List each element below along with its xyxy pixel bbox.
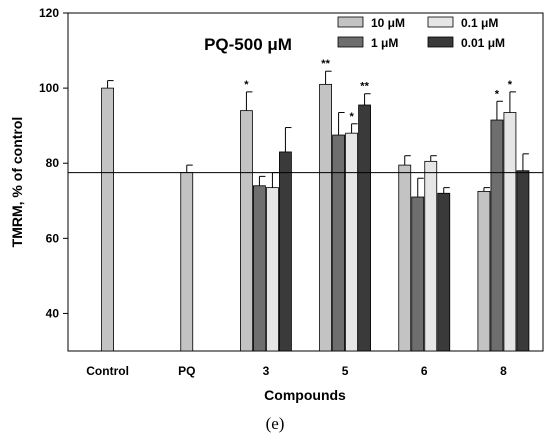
legend-swatch <box>337 36 364 48</box>
bar <box>490 119 504 352</box>
legend-swatch <box>337 16 364 28</box>
bar <box>358 104 371 352</box>
bar <box>437 192 451 352</box>
legend-swatch <box>427 16 454 28</box>
x-axis-label: Compounds <box>264 387 346 403</box>
bar <box>266 187 279 352</box>
bar <box>411 196 425 352</box>
bar <box>516 170 530 352</box>
significance-marker: ** <box>360 81 369 93</box>
legend-label: 1 μM <box>371 36 398 50</box>
bar <box>477 190 491 352</box>
bar <box>424 160 438 352</box>
bar <box>101 87 114 352</box>
x-tick-label: PQ <box>178 364 195 378</box>
chart-title: PQ-500 μM <box>204 35 292 54</box>
bar <box>332 134 345 352</box>
y-tick-label: 60 <box>46 231 60 245</box>
legend-label: 0.1 μM <box>461 16 498 30</box>
legend-label: 10 μM <box>371 16 405 30</box>
y-tick-label: 120 <box>39 6 59 20</box>
legend: 10 μM 1 μM 0.1 μM 0.01 μM <box>337 16 505 50</box>
x-tick-label: 6 <box>421 364 428 378</box>
legend-swatch <box>427 36 454 48</box>
x-tick-label: 8 <box>500 364 507 378</box>
significance-marker: * <box>349 111 354 123</box>
plot-frame <box>67 12 544 352</box>
x-tick-label: 3 <box>263 364 270 378</box>
y-tick-label: 40 <box>46 306 60 320</box>
figure-caption: (e) <box>265 414 285 433</box>
bar <box>503 112 517 352</box>
bar <box>279 151 292 352</box>
y-tick-label: 80 <box>46 156 60 170</box>
y-axis-label: TMRM, % of control <box>9 117 25 248</box>
bar <box>253 185 266 352</box>
significance-marker: * <box>495 88 500 100</box>
legend-label: 0.01 μM <box>461 36 505 50</box>
significance-marker: * <box>508 79 513 91</box>
bar <box>319 83 332 352</box>
x-tick-label: Control <box>86 364 129 378</box>
significance-marker: ** <box>321 58 330 70</box>
x-tick-label: 5 <box>342 364 349 378</box>
bar <box>345 132 358 352</box>
bar <box>240 110 253 352</box>
significance-marker: * <box>244 79 249 91</box>
bar <box>398 164 412 352</box>
bar <box>180 172 194 352</box>
y-tick-label: 100 <box>39 81 59 95</box>
